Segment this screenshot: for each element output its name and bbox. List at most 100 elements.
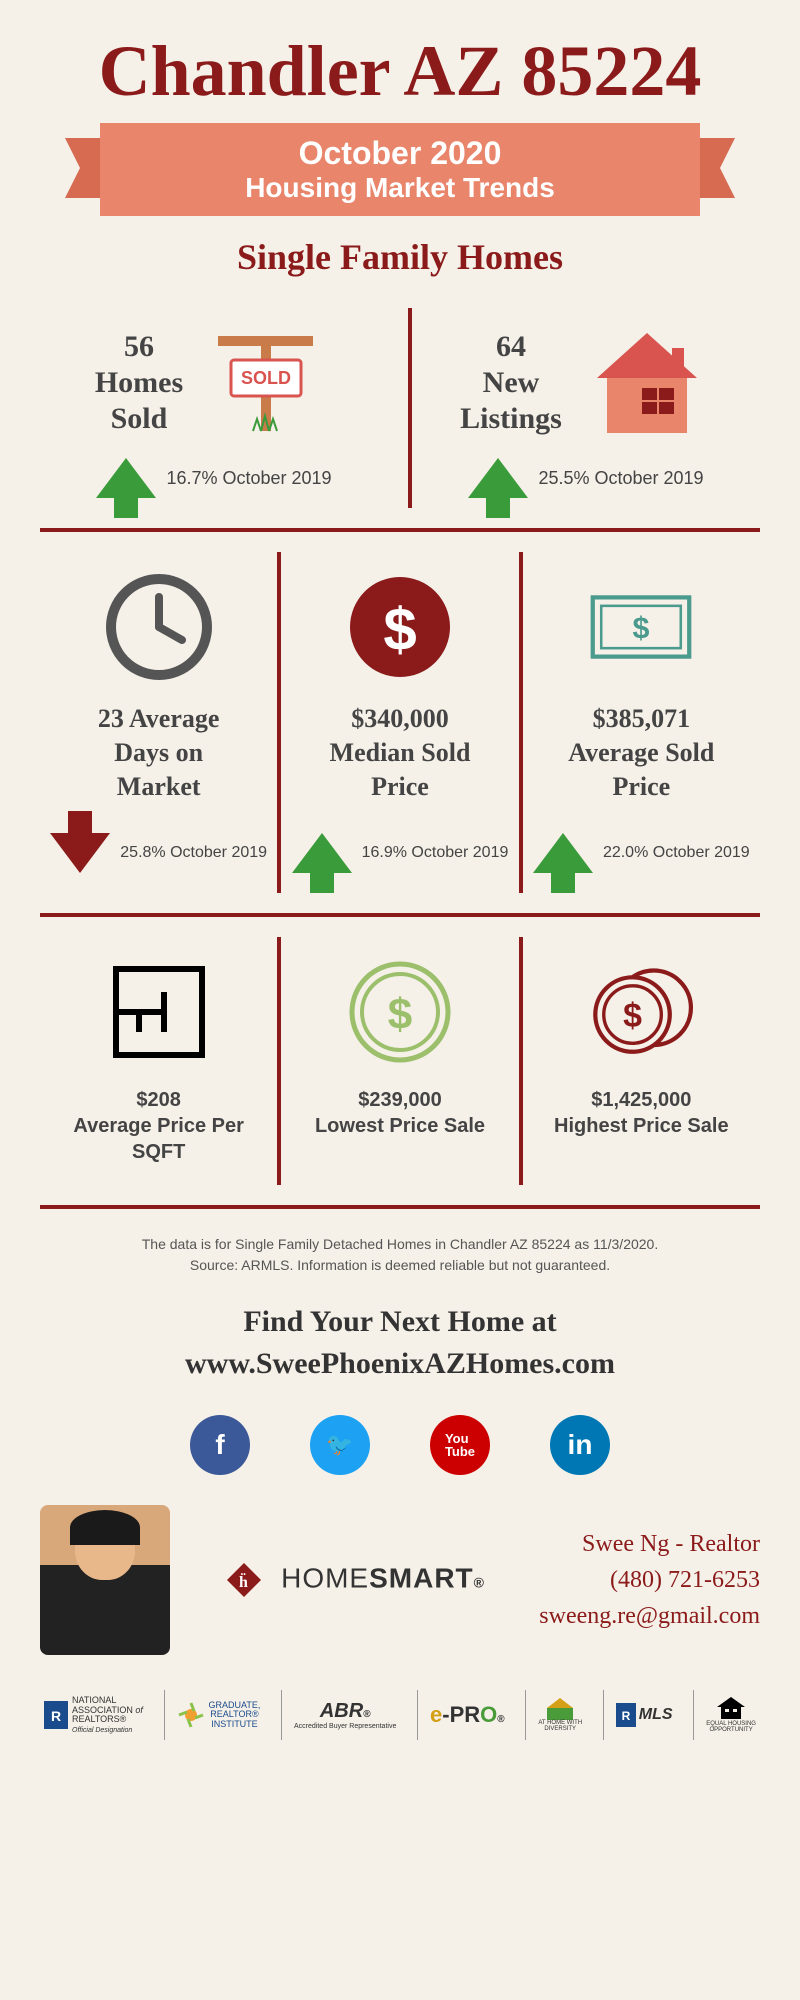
cert-badge: R MLS — [603, 1690, 677, 1740]
svg-text:SOLD: SOLD — [241, 368, 291, 388]
cert-badge: e-PRO® — [417, 1690, 509, 1740]
youtube-icon[interactable]: YouTube — [430, 1415, 490, 1475]
house-icon — [582, 318, 712, 448]
stat-value: $1,425,000 — [591, 1089, 691, 1111]
stat-days-on-market: 23 Average Days on Market 25.8% October … — [40, 552, 277, 893]
stat-label: Lowest Price Sale — [315, 1115, 485, 1137]
cta-text: Find Your Next Home at www.SweePhoenixAZ… — [40, 1301, 760, 1385]
stat-text: $340,000 Median Sold Price — [330, 702, 471, 803]
stat-new-listings: 64 New Listings 25.5% — [408, 308, 760, 508]
svg-text:$: $ — [383, 596, 416, 663]
floorplan-icon — [104, 957, 214, 1067]
linkedin-icon[interactable]: in — [550, 1415, 610, 1475]
stat-label: Days on — [114, 738, 203, 767]
stat-label: Market — [117, 772, 201, 801]
cta-line: Find Your Next Home at — [243, 1305, 556, 1338]
sold-sign-icon: SOLD — [203, 318, 333, 448]
divider — [40, 913, 760, 917]
stat-label: New — [483, 366, 540, 399]
cert-badge: GRADUATE,REALTOR®INSTITUTE — [164, 1690, 265, 1740]
svg-text:R: R — [51, 1708, 61, 1724]
coin-outline-icon: $ — [345, 957, 455, 1067]
arrow-up-icon — [533, 833, 593, 873]
cert-badge: ABR® Accredited Buyer Representative — [281, 1690, 400, 1740]
trend-text: 16.9% October 2019 — [362, 844, 509, 862]
stat-label: Price — [612, 772, 670, 801]
bottom-stats-row: $208 Average Price Per SQFT $ $239,000 L… — [40, 937, 760, 1185]
stat-label: Sold — [111, 402, 168, 435]
stat-text: 64 New Listings — [460, 329, 562, 437]
trend-text: 25.5% October 2019 — [538, 468, 703, 489]
stat-text: $385,071 Average Sold Price — [568, 702, 714, 803]
cta-url[interactable]: www.SweePhoenixAZHomes.com — [185, 1347, 615, 1380]
arrow-down-icon — [50, 833, 110, 873]
ribbon-banner: October 2020 Housing Market Trends — [100, 123, 700, 216]
stat-value: $239,000 — [358, 1089, 441, 1111]
cert-badge: EQUAL HOUSINGOPPORTUNITY — [693, 1690, 760, 1740]
trend-indicator: 22.0% October 2019 — [533, 833, 750, 873]
footer-row: ḧ HOMESMART® Swee Ng - Realtor (480) 721… — [40, 1505, 760, 1655]
stat-label: Homes — [95, 366, 183, 399]
certifications-row: R NATIONALASSOCIATION ofREALTORS®Officia… — [40, 1675, 760, 1740]
stat-label: Average Price Per — [73, 1115, 243, 1137]
ribbon-line1: October 2020 — [140, 135, 660, 172]
stat-label: SQFT — [132, 1141, 185, 1163]
facebook-icon[interactable]: f — [190, 1415, 250, 1475]
trend-indicator: 25.8% October 2019 — [50, 833, 267, 873]
contact-name: Swee Ng - Realtor — [539, 1526, 760, 1562]
trend-indicator: 16.9% October 2019 — [292, 833, 509, 873]
contact-phone[interactable]: (480) 721-6253 — [539, 1562, 760, 1598]
stat-average-price: $ $385,071 Average Sold Price 22.0% Octo… — [519, 552, 760, 893]
svg-text:R: R — [621, 1709, 630, 1723]
disclaimer-line: Source: ARMLS. Information is deemed rel… — [190, 1257, 610, 1273]
trend-text: 25.8% October 2019 — [120, 844, 267, 862]
trend-text: 22.0% October 2019 — [603, 844, 750, 862]
double-coin-icon: $ — [586, 957, 696, 1067]
svg-text:$: $ — [633, 611, 650, 645]
subtitle: Single Family Homes — [40, 236, 760, 278]
trend-indicator: 16.7% October 2019 — [96, 458, 331, 498]
twitter-icon[interactable]: 🐦 — [310, 1415, 370, 1475]
stat-value: $340,000 — [351, 704, 449, 733]
realtor-photo — [40, 1505, 170, 1655]
cert-badge: AT HOME WITHDIVERSITY — [525, 1690, 586, 1740]
homesmart-logo: ḧ HOMESMART® — [190, 1560, 519, 1600]
stat-value: 23 Average — [98, 704, 220, 733]
clock-icon — [104, 572, 214, 682]
stat-text: $208 Average Price Per SQFT — [73, 1087, 243, 1165]
top-stats-row: 56 Homes Sold SOLD 16.7% October 201 — [40, 308, 760, 508]
contact-block: Swee Ng - Realtor (480) 721-6253 sweeng.… — [539, 1526, 760, 1634]
stat-text: 56 Homes Sold — [95, 329, 183, 437]
stat-label: Price — [371, 772, 429, 801]
arrow-up-icon — [292, 833, 352, 873]
trend-indicator: 25.5% October 2019 — [468, 458, 703, 498]
stat-text: $239,000 Lowest Price Sale — [315, 1087, 485, 1139]
trend-text: 16.7% October 2019 — [166, 468, 331, 489]
main-title: Chandler AZ 85224 — [40, 30, 760, 113]
svg-text:$: $ — [388, 990, 412, 1039]
divider — [40, 1205, 760, 1209]
disclaimer-line: The data is for Single Family Detached H… — [142, 1236, 658, 1252]
stat-median-price: $ $340,000 Median Sold Price 16.9% Octob… — [277, 552, 518, 893]
svg-text:$: $ — [623, 998, 642, 1036]
stat-lowest-price: $ $239,000 Lowest Price Sale — [277, 937, 518, 1185]
stat-label: Listings — [460, 402, 562, 435]
disclaimer-text: The data is for Single Family Detached H… — [40, 1234, 760, 1276]
stat-highest-price: $ $1,425,000 Highest Price Sale — [519, 937, 760, 1185]
stat-value: $208 — [136, 1089, 181, 1111]
bill-icon: $ — [586, 572, 696, 682]
stat-value: 56 — [95, 329, 183, 365]
svg-text:ḧ: ḧ — [239, 1572, 249, 1591]
cert-badge: R NATIONALASSOCIATION ofREALTORS®Officia… — [40, 1690, 147, 1740]
coin-icon: $ — [345, 572, 455, 682]
stat-price-per-sqft: $208 Average Price Per SQFT — [40, 937, 277, 1185]
ribbon-line2: Housing Market Trends — [140, 172, 660, 204]
brand-part: SMART — [369, 1563, 474, 1594]
contact-email[interactable]: sweeng.re@gmail.com — [539, 1598, 760, 1634]
infographic-container: Chandler AZ 85224 October 2020 Housing M… — [0, 0, 800, 1770]
arrow-up-icon — [468, 458, 528, 498]
divider — [40, 528, 760, 532]
stat-label: Highest Price Sale — [554, 1115, 729, 1137]
arrow-up-icon — [96, 458, 156, 498]
stat-value: $385,071 — [593, 704, 691, 733]
